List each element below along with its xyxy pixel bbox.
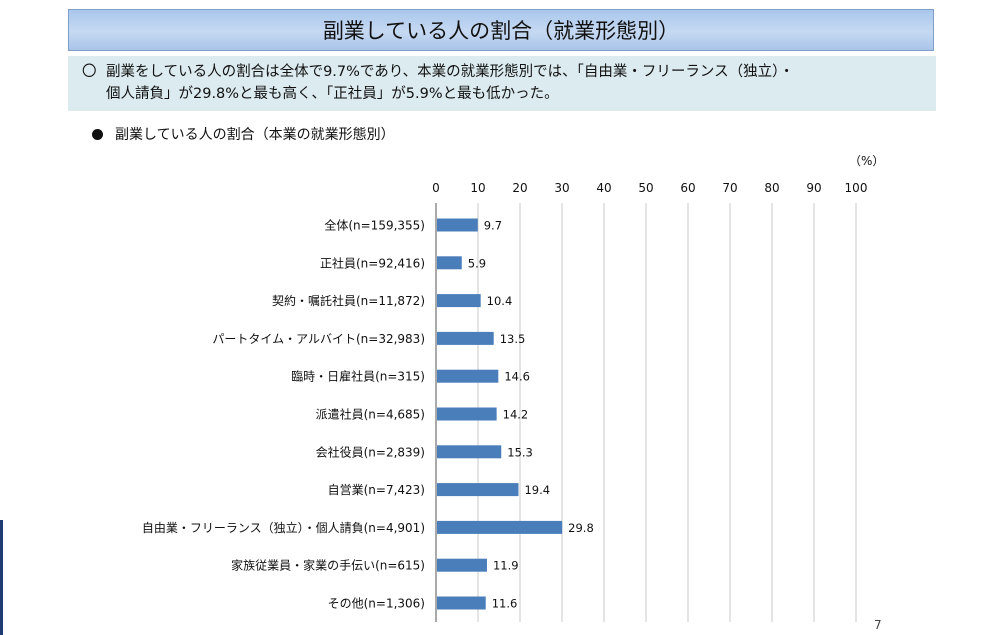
x-tick-label: 100 — [845, 181, 868, 195]
bar — [437, 520, 563, 534]
x-tick-label: 80 — [764, 181, 779, 195]
value-label: 10.4 — [487, 294, 513, 308]
chart-subtitle-text: 副業している人の割合（本業の就業形態別） — [115, 127, 395, 143]
category-label: パートタイム・アルバイト(n=32,983) — [212, 332, 425, 346]
value-label: 13.5 — [500, 332, 526, 346]
category-label: 正社員(n=92,416) — [320, 255, 425, 270]
category-label: 自営業(n=7,423) — [328, 483, 425, 497]
page-title-text: 副業している人の割合（就業形態別） — [322, 19, 680, 43]
x-tick-label: 40 — [596, 181, 611, 195]
bullet-dot-icon — [92, 128, 103, 140]
value-label: 11.9 — [493, 559, 519, 573]
summary-bullet-icon: 〇 — [82, 64, 97, 80]
bar — [437, 483, 519, 497]
bar — [437, 596, 486, 610]
bar — [437, 369, 499, 383]
chart-subtitle: 副業している人の割合（本業の就業形態別） — [92, 124, 395, 144]
summary-box: 〇副業をしている人の割合は全体で9.7%であり、本業の就業形態別では、「自由業・… — [68, 56, 936, 111]
value-label: 15.3 — [507, 445, 533, 459]
page-number: 7 — [874, 618, 882, 632]
x-tick-label: 20 — [512, 181, 527, 195]
bar — [437, 407, 497, 421]
x-tick-label: 0 — [432, 181, 440, 195]
category-label: 臨時・日雇社員(n=315) — [291, 369, 425, 384]
category-label: 自由業・フリーランス（独立）・個人請負(n=4,901) — [142, 520, 425, 535]
summary-text-1: 副業をしている人の割合は全体で9.7%であり、本業の就業形態別では、「自由業・フ… — [106, 64, 794, 80]
category-label: 派遣社員(n=4,685) — [316, 407, 425, 422]
x-tick-label: 60 — [680, 181, 695, 195]
left-edge-decoration — [0, 520, 3, 635]
x-tick-label: 50 — [638, 181, 653, 195]
category-label: 会社役員(n=2,839) — [316, 444, 425, 459]
x-tick-label: 10 — [470, 181, 485, 195]
summary-text-2: 個人請負」が29.8%と最も高く、「正社員」が5.9%と最も低かった。 — [106, 86, 559, 102]
bar — [437, 558, 487, 572]
unit-label: （%） — [849, 154, 885, 168]
summary-line-1: 〇副業をしている人の割合は全体で9.7%であり、本業の就業形態別では、「自由業・… — [82, 61, 926, 83]
value-label: 14.6 — [504, 370, 530, 384]
bar — [437, 294, 481, 308]
bar — [437, 256, 462, 270]
x-tick-label: 30 — [554, 181, 569, 195]
category-label: 契約・嘱託社員(n=11,872) — [272, 293, 425, 308]
value-label: 11.6 — [492, 597, 518, 611]
page-title: 副業している人の割合（就業形態別） — [68, 9, 934, 51]
bar — [437, 218, 478, 232]
value-label: 14.2 — [503, 408, 529, 422]
category-label: 家族従業員・家業の手伝い(n=615) — [231, 558, 425, 573]
x-tick-label: 90 — [806, 181, 821, 195]
bar — [437, 331, 494, 345]
value-label: 9.7 — [484, 219, 502, 233]
value-label: 5.9 — [468, 256, 486, 270]
category-label: 全体(n=159,355) — [324, 218, 425, 233]
value-label: 19.4 — [524, 483, 550, 497]
value-label: 29.8 — [568, 521, 594, 535]
x-tick-label: 70 — [722, 181, 737, 195]
bar — [437, 445, 502, 459]
category-label: その他(n=1,306) — [328, 597, 425, 611]
